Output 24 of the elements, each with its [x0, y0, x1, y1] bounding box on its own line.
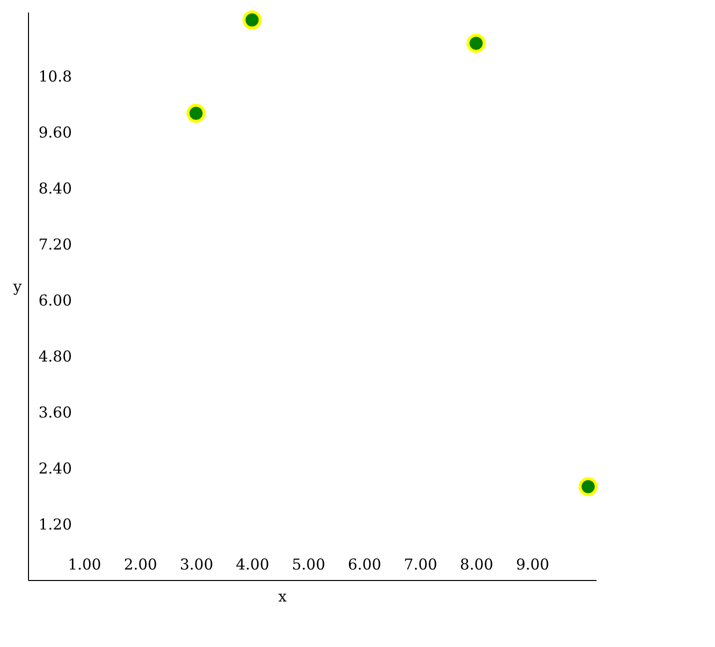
x-tick-label: 3.00 — [180, 556, 214, 574]
x-tick-label: 4.00 — [236, 556, 270, 574]
point — [242, 10, 262, 30]
y-axis-title: y — [12, 278, 22, 296]
y-tick-label: 9.60 — [38, 123, 72, 142]
y-tick-label: 4.80 — [38, 347, 72, 366]
y-tick-label: 10.8 — [38, 67, 72, 86]
x-tick-label: 6.00 — [348, 556, 382, 574]
x-tick-label: 7.00 — [404, 556, 438, 574]
x-tick-label: 1.00 — [68, 556, 102, 574]
x-tick-label: 8.00 — [460, 556, 494, 574]
y-tick-label: 3.60 — [38, 403, 72, 422]
point — [578, 477, 598, 496]
point — [186, 104, 206, 123]
x-axis-title: x — [278, 588, 288, 606]
x-tick-label: 5.00 — [292, 556, 326, 574]
y-tick-label: 7.20 — [38, 235, 72, 254]
x-tick-label: 2.00 — [124, 556, 158, 574]
y-tick-label: 6.00 — [38, 291, 72, 310]
y-tick-label: 1.20 — [38, 515, 72, 534]
x-tick-label: 9.00 — [516, 556, 550, 574]
y-tick-label: 8.40 — [38, 179, 72, 198]
point — [466, 34, 486, 53]
y-tick-label: 2.40 — [38, 459, 72, 478]
